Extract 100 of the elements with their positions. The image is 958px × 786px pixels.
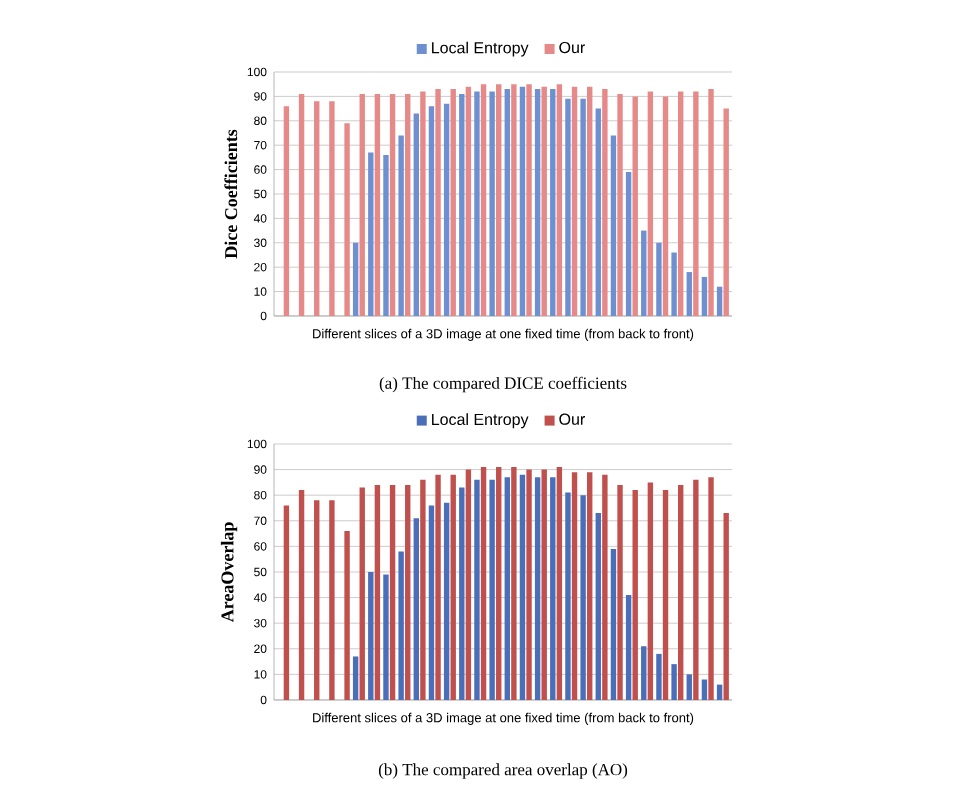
bar xyxy=(587,86,593,316)
bar xyxy=(511,84,517,316)
bar xyxy=(496,84,502,316)
legend-label: Our xyxy=(559,41,585,54)
bar xyxy=(632,96,638,316)
bar xyxy=(359,93,365,316)
bar xyxy=(723,108,729,316)
bar xyxy=(587,472,593,700)
bar xyxy=(398,551,404,700)
bar xyxy=(610,548,617,700)
bar xyxy=(678,484,684,700)
bar xyxy=(443,502,450,700)
bar xyxy=(298,93,305,316)
bar xyxy=(617,93,623,316)
legend-label: Our xyxy=(559,413,585,425)
bar xyxy=(534,89,541,316)
bar xyxy=(389,93,396,316)
bar xyxy=(383,574,389,700)
bar xyxy=(413,518,419,700)
bar xyxy=(389,484,396,700)
bar xyxy=(480,467,487,700)
bar xyxy=(571,472,578,700)
bar xyxy=(678,91,684,316)
bar xyxy=(519,86,526,316)
bar xyxy=(511,467,517,700)
y-axis-title: AreaOverlap xyxy=(220,522,238,623)
bar xyxy=(480,84,487,316)
bar xyxy=(420,479,426,700)
bar xyxy=(656,653,662,700)
bar xyxy=(314,500,320,700)
bar xyxy=(420,91,426,316)
bar xyxy=(443,103,450,316)
bar xyxy=(459,93,465,316)
bar xyxy=(602,474,608,700)
bar xyxy=(610,135,617,316)
bar xyxy=(405,93,411,316)
bar xyxy=(435,89,441,316)
bar xyxy=(556,84,563,316)
bar xyxy=(686,272,692,316)
bar xyxy=(465,86,472,316)
bar xyxy=(283,505,290,700)
bar xyxy=(550,477,556,700)
bar xyxy=(708,89,714,316)
bar xyxy=(580,495,586,700)
bar xyxy=(368,571,374,700)
bar xyxy=(550,89,556,316)
bar xyxy=(314,101,320,316)
legend-label: Local Entropy xyxy=(432,413,529,429)
text: (b) The compared area overlap (AO) xyxy=(378,763,628,779)
bar xyxy=(565,492,571,700)
bar xyxy=(474,91,480,316)
bar xyxy=(413,113,419,316)
bar xyxy=(541,86,547,316)
bar xyxy=(474,479,480,700)
bar xyxy=(701,679,708,700)
bar xyxy=(662,490,669,700)
bar xyxy=(352,656,359,700)
bar xyxy=(534,477,541,700)
bar xyxy=(565,98,571,316)
bar xyxy=(383,154,389,316)
bar xyxy=(283,106,290,316)
bar xyxy=(359,487,365,700)
bar xyxy=(595,513,601,700)
bar xyxy=(374,93,381,316)
bar xyxy=(428,505,435,700)
text: (a) The compared DICE coefficients xyxy=(379,376,627,393)
bar xyxy=(329,101,335,316)
bar xyxy=(693,479,699,700)
bar xyxy=(602,89,608,316)
bar xyxy=(641,646,647,700)
bar xyxy=(723,513,729,700)
bar xyxy=(671,664,677,700)
bar xyxy=(435,474,441,700)
bar xyxy=(617,484,623,700)
legend-label: Local Entropy xyxy=(432,41,529,57)
bar xyxy=(344,531,350,700)
bar xyxy=(504,477,510,700)
bar xyxy=(504,89,510,316)
bar xyxy=(625,595,632,700)
bar xyxy=(465,469,472,700)
bar xyxy=(716,286,723,316)
bar xyxy=(625,172,632,316)
bar xyxy=(693,91,699,316)
bar xyxy=(344,123,350,316)
bar xyxy=(671,252,677,316)
bar xyxy=(368,152,374,316)
bar xyxy=(580,98,586,316)
bar xyxy=(374,484,381,700)
bar xyxy=(526,84,532,316)
bar xyxy=(519,474,526,700)
bar xyxy=(352,242,359,316)
bar xyxy=(489,479,495,700)
bar xyxy=(459,487,465,700)
bar xyxy=(405,484,411,700)
bar xyxy=(298,490,305,700)
bar xyxy=(641,230,647,316)
bar xyxy=(595,108,601,316)
bar xyxy=(716,684,723,700)
bar xyxy=(541,469,547,700)
bar xyxy=(571,86,578,316)
